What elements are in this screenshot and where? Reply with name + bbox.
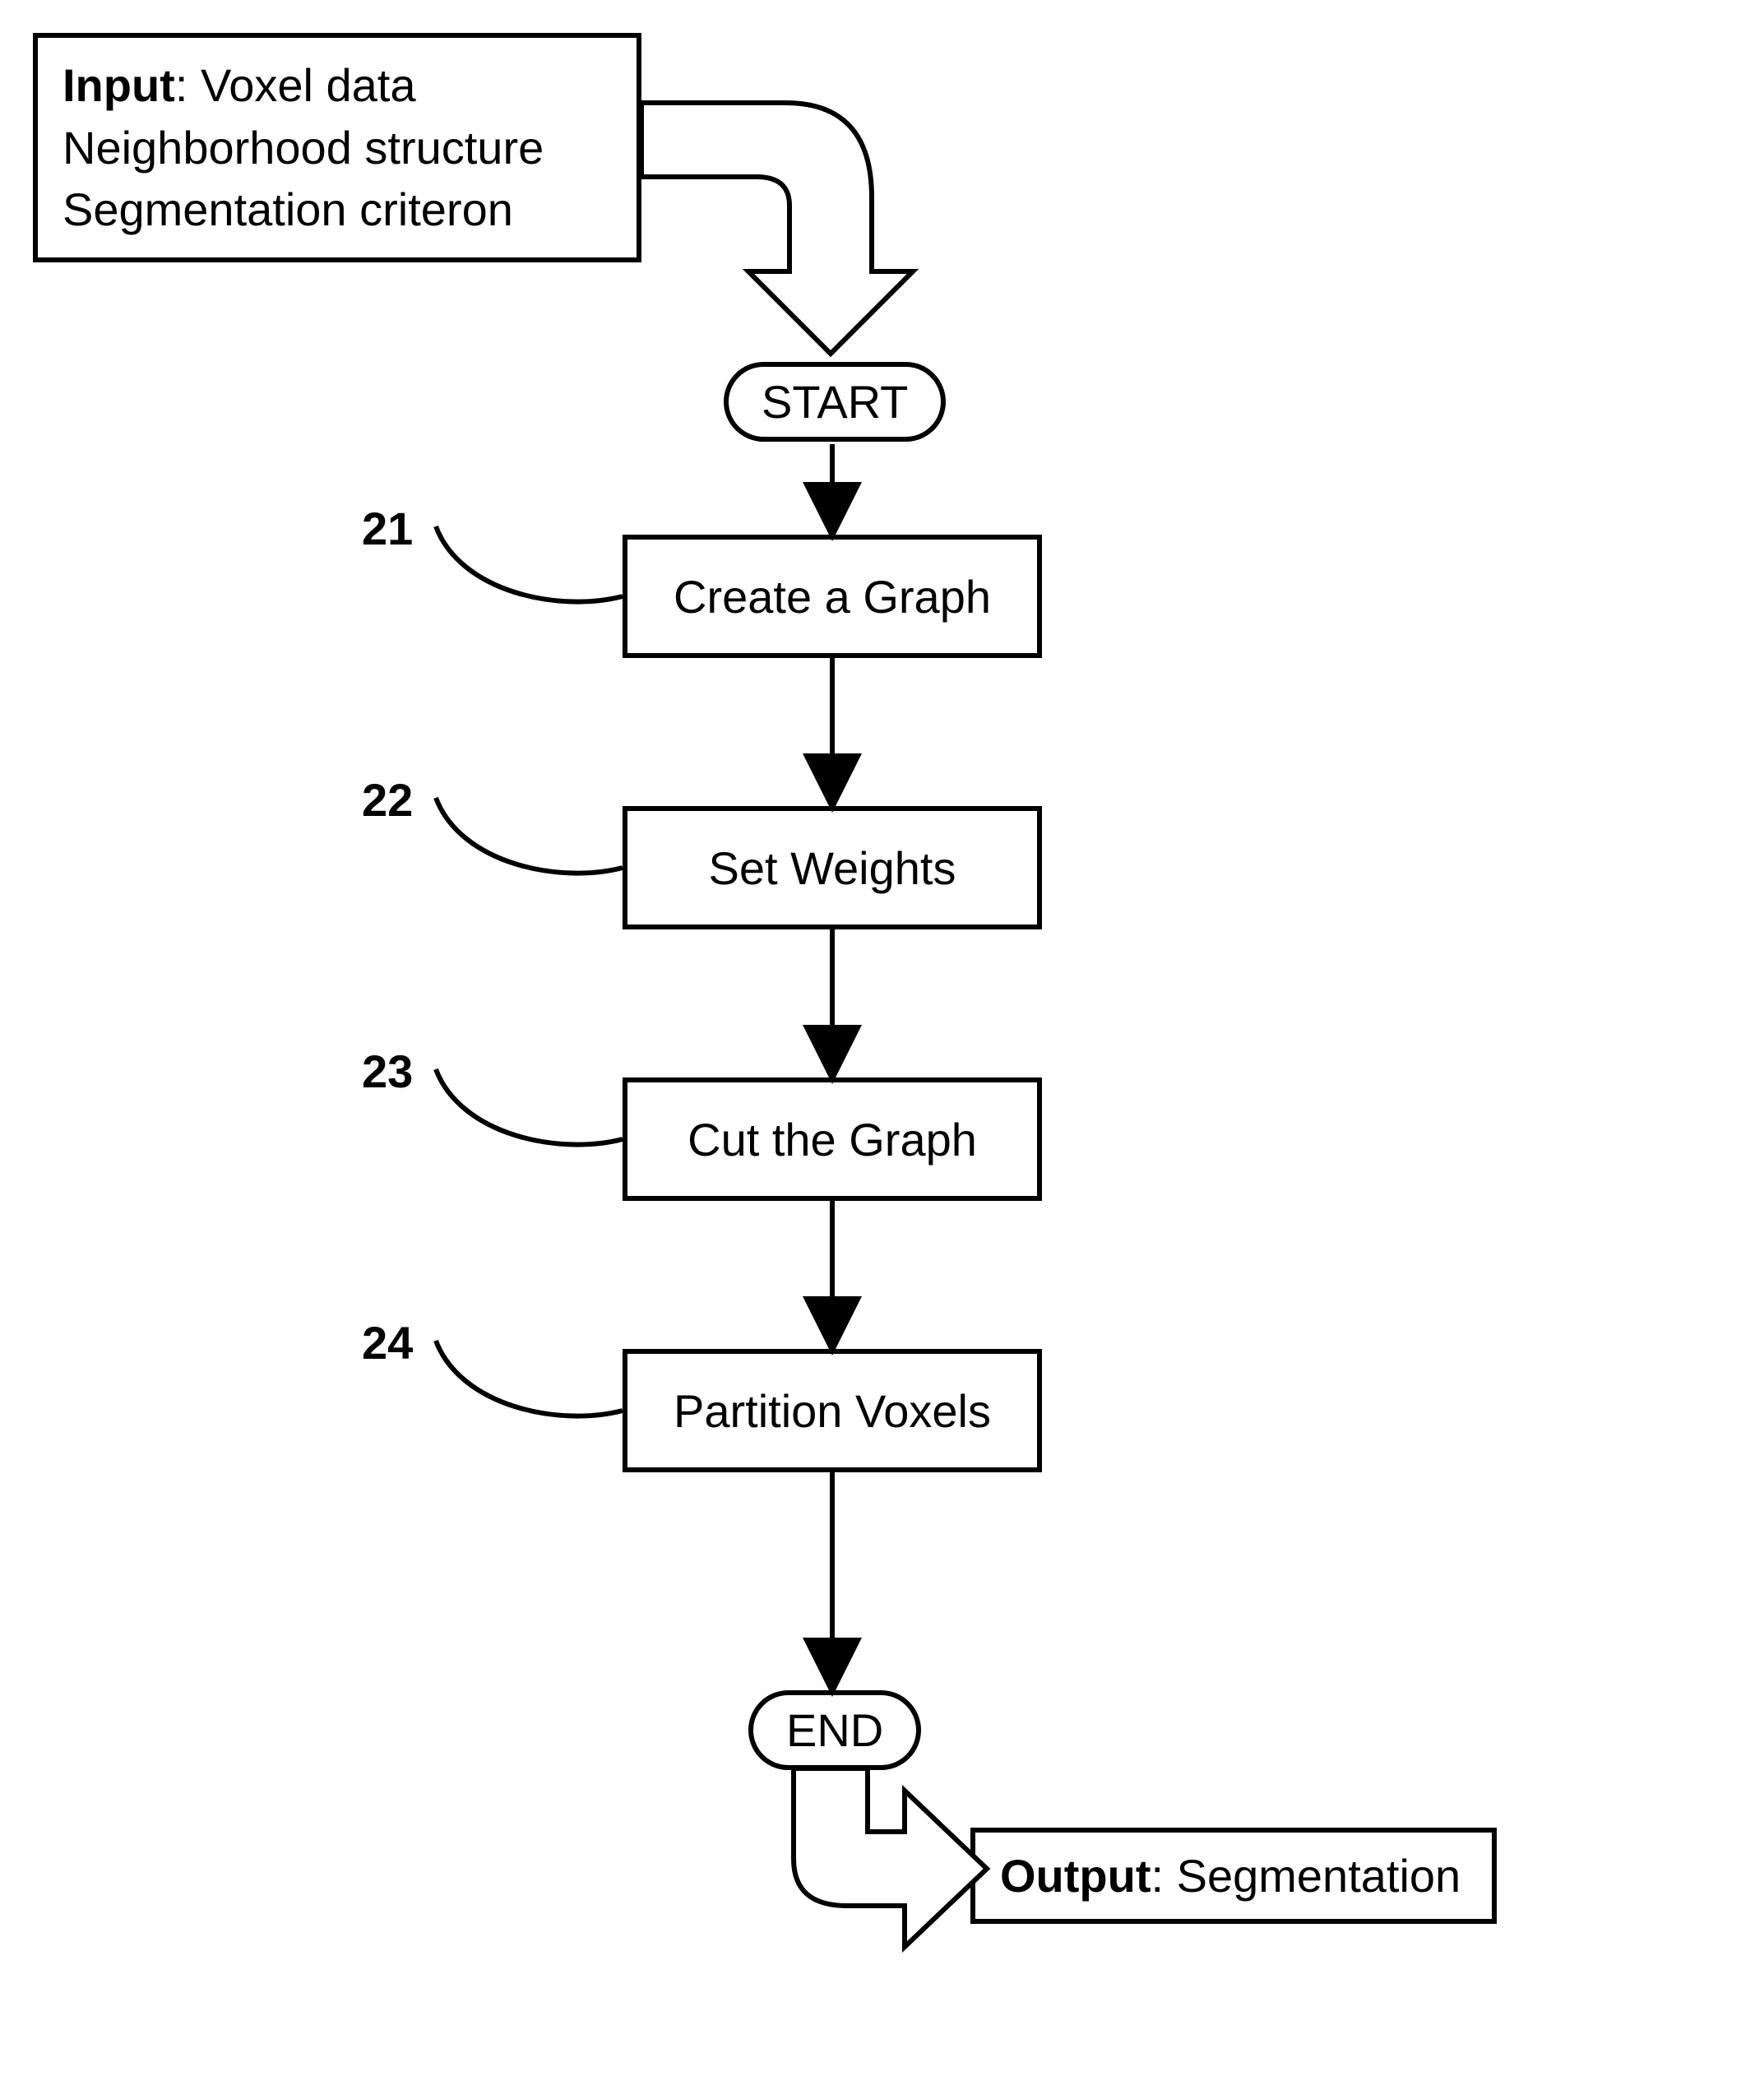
input-line-0: Voxel data	[201, 59, 416, 111]
input-line-2: Segmentation criteron	[63, 183, 513, 235]
output-box: Output: Segmentation	[970, 1828, 1497, 1924]
start-terminal: START	[724, 362, 946, 442]
output-colon: :	[1151, 1850, 1176, 1902]
connector-overlay	[0, 0, 1764, 2090]
step-label-22: 22	[362, 773, 413, 827]
process-create-graph: Create a Graph	[623, 535, 1042, 658]
start-text: START	[762, 376, 908, 428]
process-text-3: Cut the Graph	[688, 1113, 977, 1166]
output-label: Output	[1000, 1850, 1151, 1902]
end-text: END	[786, 1704, 883, 1756]
big-arrow-input	[641, 103, 913, 354]
leader-22	[436, 798, 623, 874]
step-label-24: 24	[362, 1316, 413, 1369]
input-colon: :	[175, 59, 201, 111]
leader-24	[436, 1341, 623, 1416]
process-partition-voxels: Partition Voxels	[623, 1349, 1042, 1472]
step-label-21: 21	[362, 502, 413, 555]
big-arrow-output	[794, 1768, 987, 1947]
leader-21	[436, 526, 623, 602]
leader-23	[436, 1069, 623, 1145]
input-box: Input: Voxel data Neighborhood structure…	[33, 33, 641, 262]
process-cut-graph: Cut the Graph	[623, 1077, 1042, 1201]
input-label: Input	[63, 59, 175, 111]
process-text-1: Create a Graph	[674, 570, 991, 623]
output-text: Segmentation	[1177, 1850, 1461, 1902]
end-terminal: END	[748, 1690, 921, 1770]
step-label-23: 23	[362, 1045, 413, 1098]
process-text-4: Partition Voxels	[674, 1384, 991, 1438]
process-set-weights: Set Weights	[623, 806, 1042, 929]
input-line-1: Neighborhood structure	[63, 122, 544, 174]
process-text-2: Set Weights	[709, 841, 956, 895]
